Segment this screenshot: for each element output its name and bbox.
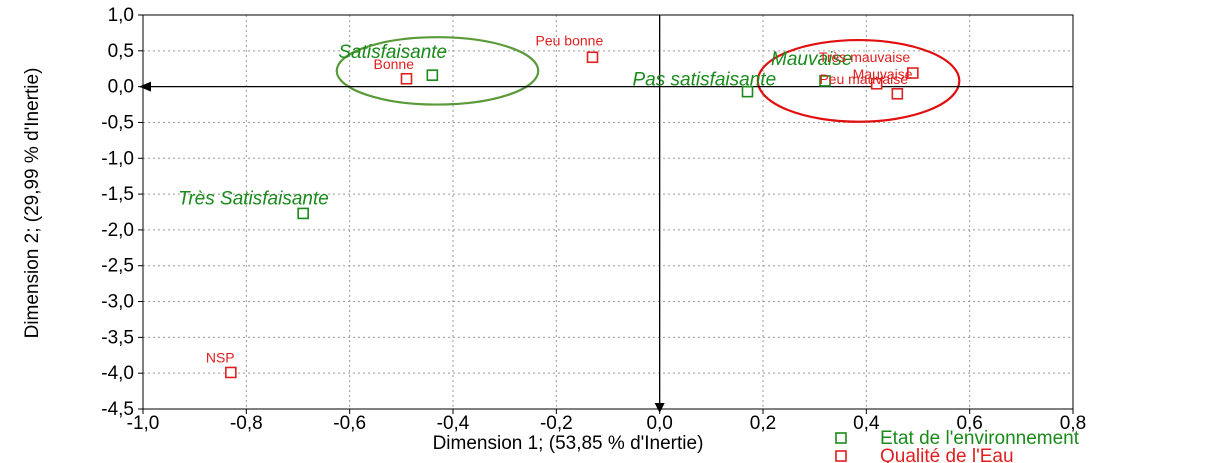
group-ellipse-1	[335, 36, 540, 106]
point-peu-bonne	[586, 51, 599, 64]
point-satisfaisante	[426, 69, 439, 81]
point-label: Peu mauvaise	[819, 71, 908, 87]
axes	[138, 14, 1074, 414]
y-tick-label: -3,0	[101, 292, 134, 313]
grid-lines	[143, 15, 1073, 409]
point-label: Très Satisfaisante	[178, 188, 329, 209]
point-label: Mauvaise	[853, 66, 913, 82]
group-ellipse-2	[756, 38, 961, 123]
legend-label: Qualité de l'Eau	[880, 446, 1014, 463]
point-très-mauvaise	[907, 67, 919, 79]
point-peu-mauvaise	[891, 88, 904, 100]
arrow-down-icon	[654, 403, 665, 413]
data-points	[225, 51, 919, 379]
plot-frame	[142, 14, 1074, 410]
y-tick-label: -0,5	[101, 112, 134, 133]
point-bonne	[400, 72, 413, 85]
point-pas-satisfaisante	[741, 85, 754, 98]
point-label: Peu bonne	[536, 32, 604, 48]
point-label: Très mauvaise	[819, 49, 911, 65]
y-tick-label: -1,0	[101, 148, 134, 169]
y-tick-label: 1,0	[108, 5, 134, 26]
y-tick-label: -1,5	[101, 184, 134, 205]
x-tick-label: -1,0	[127, 413, 160, 434]
y-tick-label: -2,0	[101, 220, 134, 241]
point-nsp	[225, 366, 237, 379]
x-tick-label: 0,2	[750, 413, 776, 434]
tick-labels: -1,0 -0,8 -0,6 -0,4 -0,2 0,0 0,2 0,4 0,6 0,8 1,0 0,…	[101, 5, 1086, 434]
point-label: NSP	[206, 349, 235, 365]
x-tick-label: 0,4	[853, 413, 880, 434]
group-ellipses	[335, 36, 961, 123]
x-tick-label: 0,0	[646, 413, 672, 434]
y-tick-label: -4,5	[101, 399, 134, 420]
x-tick-label: 0,8	[1060, 413, 1086, 434]
x-tick-label: -0,6	[333, 413, 366, 434]
x-axis-label: Dimension 1; (53,85 % d'Inertie)	[433, 433, 704, 454]
arrow-left-icon	[139, 81, 151, 92]
point-label: Mauvaise	[771, 49, 852, 70]
y-axis-label: Dimension 2; (29,99 % d'Inertie)	[22, 68, 43, 339]
legend-marker	[835, 450, 847, 462]
point-label: Bonne	[374, 56, 415, 72]
point-mauvaise	[819, 75, 831, 87]
point-label: Pas satisfaisante	[633, 70, 777, 91]
x-tick-label: -0,8	[230, 413, 263, 434]
y-tick-label: -4,0	[101, 363, 134, 384]
y-tick-label: 0,0	[108, 77, 134, 98]
legend-label: Etat de l'environnement	[880, 428, 1080, 449]
y-tick-label: -2,5	[101, 256, 134, 277]
point-label: Satisfaisante	[338, 42, 447, 63]
y-tick-label: -3,5	[101, 327, 134, 348]
x-tick-label: 0,6	[956, 413, 982, 434]
legend-marker	[835, 432, 847, 444]
point-mauvaise	[870, 77, 883, 90]
x-tick-label: -0,2	[540, 413, 573, 434]
x-tick-label: -0,4	[437, 413, 470, 434]
point-très-satisfaisante	[297, 207, 309, 220]
y-tick-label: 0,5	[108, 41, 134, 62]
